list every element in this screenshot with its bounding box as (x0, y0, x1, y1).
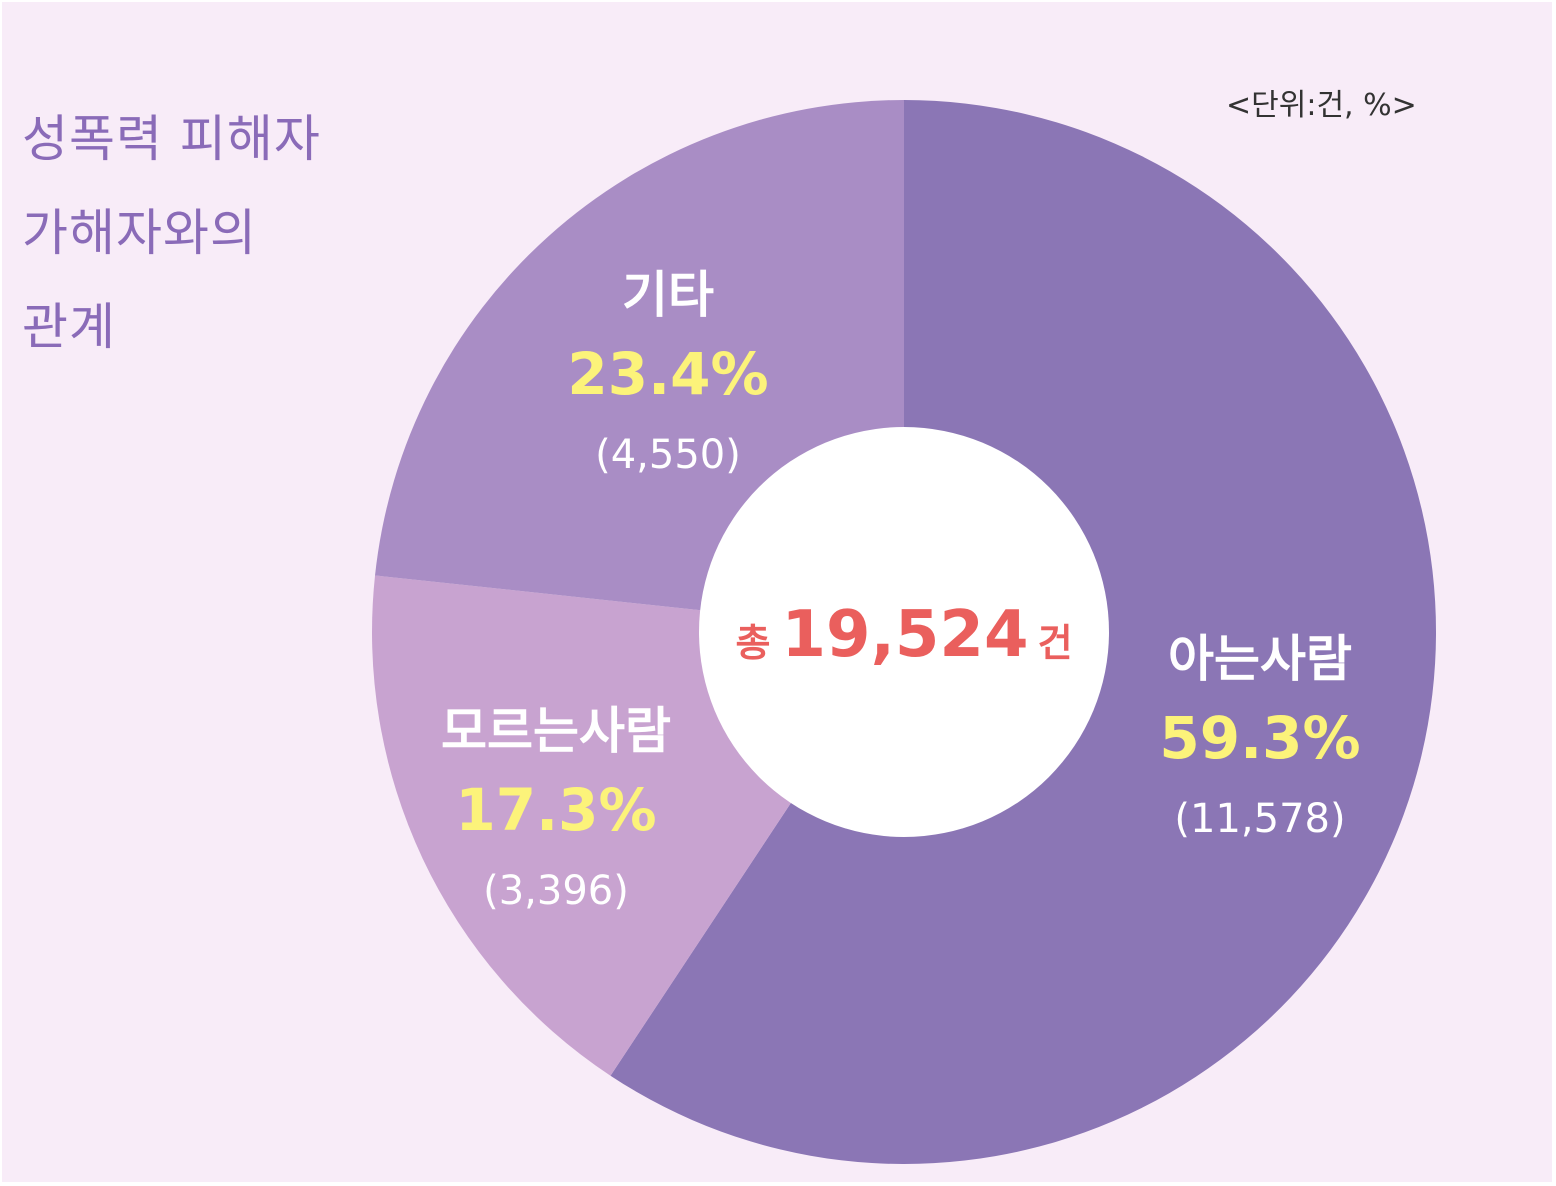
slice-percent-label: 23.4% (567, 340, 768, 408)
slice-labels: 아는사람 59.3% (11,578) 모르는사람 17.3% (3,396) 기타 23.4… (441, 266, 1361, 914)
slice-percent-label: 17.3% (455, 776, 656, 844)
chart-title-line-1: 성폭력 피해자 (22, 110, 321, 168)
unit-label: <단위:건, %> (1226, 88, 1417, 123)
slice-label-group: 모르는사람 17.3% (3,396) (441, 702, 671, 914)
total-count: 총 19,524 건 (735, 598, 1072, 672)
slice-label-group: 기타 23.4% (4,550) (567, 266, 768, 478)
slice-label-group: 아는사람 59.3% (11,578) (1159, 630, 1360, 842)
slice-name-label: 기타 (622, 266, 714, 324)
slice-name-label: 모르는사람 (441, 702, 671, 760)
slice-count-label: (4,550) (595, 432, 741, 478)
chart-title: 성폭력 피해자 가해자와의 관계 (22, 92, 442, 374)
donut-center-hole (699, 427, 1109, 837)
chart-title-line-2: 가해자와의 (22, 204, 257, 262)
total-prefix: 총 (735, 621, 770, 665)
slice-count-label: (3,396) (483, 868, 629, 914)
total-value: 19,524 (782, 598, 1029, 672)
slice-name-label: 아는사람 (1168, 630, 1352, 688)
total-suffix: 건 (1038, 621, 1073, 665)
chart-title-line-3: 관계 (22, 298, 116, 356)
slice-percent-label: 59.3% (1159, 704, 1360, 772)
slice-count-label: (11,578) (1174, 796, 1345, 842)
